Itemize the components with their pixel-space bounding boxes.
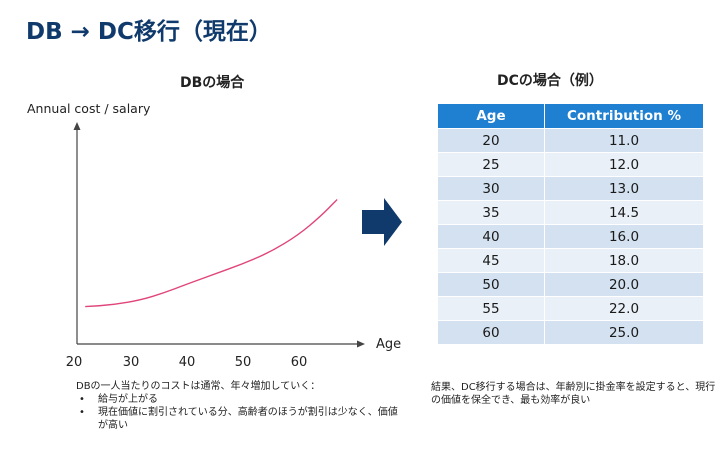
right-arrow-icon	[362, 198, 402, 246]
contribution-cell: 16.0	[544, 224, 704, 249]
age-cell: 25	[437, 152, 545, 177]
page-title: DB → DC移行（現在）	[26, 19, 272, 45]
contribution-cell: 14.5	[544, 200, 704, 225]
db-note-lead: DBの一人当たりのコストは通常、年々増加していく：	[76, 381, 321, 392]
x-tick-label: 60	[290, 355, 308, 370]
db-note: DBの一人当たりのコストは通常、年々増加していく： 給与が上がる 現在価値に割引…	[76, 380, 406, 432]
table-header-row: Age Contribution %	[437, 103, 704, 129]
db-note-bullets: 給与が上がる 現在価値に割引されている分、高齢者のほうが割引は少なく、価値が高い	[76, 393, 406, 432]
x-tick-label: 40	[178, 355, 196, 370]
age-cell: 55	[437, 296, 545, 321]
contribution-cell: 20.0	[544, 272, 704, 297]
cost-curve-line	[85, 199, 338, 308]
table-row: 30 13.0	[437, 176, 704, 201]
age-cell: 20	[437, 128, 545, 153]
table-row: 25 12.0	[437, 152, 704, 177]
db-note-bullet: 給与が上がる	[76, 393, 406, 406]
age-cell: 40	[437, 224, 545, 249]
age-cell: 45	[437, 248, 545, 273]
table-row: 40 16.0	[437, 224, 704, 249]
x-axis-arrowhead	[357, 340, 365, 348]
contribution-cell: 18.0	[544, 248, 704, 273]
db-note-bullet: 現在価値に割引されている分、高齢者のほうが割引は少なく、価値が高い	[76, 406, 406, 432]
contribution-cell: 11.0	[544, 128, 704, 153]
dc-subtitle: DCの場合（例）	[497, 73, 603, 89]
table-row: 60 25.0	[437, 320, 704, 345]
x-axis-label: Age	[376, 337, 402, 352]
age-cell: 30	[437, 176, 545, 201]
table-row: 20 11.0	[437, 128, 704, 153]
contribution-cell: 12.0	[544, 152, 704, 177]
table-header-age: Age	[437, 103, 545, 129]
table-row: 55 22.0	[437, 296, 704, 321]
x-tick-label: 20	[65, 355, 83, 370]
y-axis-arrowhead	[73, 122, 81, 130]
table-header-contribution: Contribution %	[544, 103, 704, 129]
x-tick-label: 30	[122, 355, 140, 370]
contribution-table: Age Contribution % 20 11.0 25 12.0 30 13.0 …	[437, 103, 704, 345]
y-axis-label: Annual cost / salary	[27, 101, 151, 116]
contribution-cell: 13.0	[544, 176, 704, 201]
contribution-cell: 25.0	[544, 320, 704, 345]
table-row: 50 20.0	[437, 272, 704, 297]
age-cell: 35	[437, 200, 545, 225]
age-cell: 50	[437, 272, 545, 297]
contribution-cell: 22.0	[544, 296, 704, 321]
dc-note: 結果、DC移行する場合は、年齢別に掛金率を設定すると、現行の価値を保全でき、最も…	[431, 382, 716, 406]
table-row: 45 18.0	[437, 248, 704, 273]
x-tick-label: 50	[234, 355, 252, 370]
db-subtitle: DBの場合	[180, 75, 245, 91]
table-row: 35 14.5	[437, 200, 704, 225]
age-cell: 60	[437, 320, 545, 345]
